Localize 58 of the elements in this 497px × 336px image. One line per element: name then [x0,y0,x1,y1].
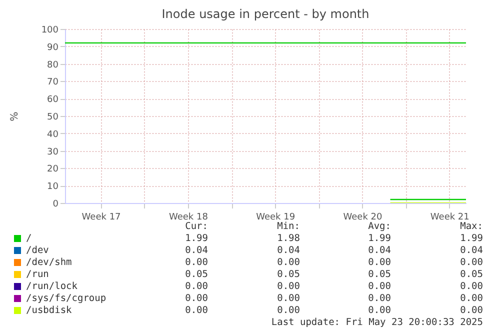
x-tick-label: Week 18 [168,212,208,222]
text: 0.00 [460,293,483,305]
y-axis-title: % [9,112,20,122]
text: 0.04 [368,245,391,257]
x-tick-label: Week 21 [430,212,470,222]
text: 0.05 [460,269,483,281]
text: 1.99 [460,233,483,245]
text: 0.00 [185,293,208,305]
text: 0.00 [368,257,391,269]
text: 0.04 [277,245,300,257]
text: 0.00 [460,281,483,293]
legend-label: /run/lock [26,281,78,293]
legend-label: /dev/shm [26,257,72,269]
text: 0.00 [185,281,208,293]
y-tick-label: 20 [47,164,59,175]
y-tick-label: 80 [47,60,59,70]
y-tick-label: 30 [47,147,59,158]
text: Max: [460,221,483,233]
y-tick-label: 10 [47,182,59,192]
y-tick-label: 60 [47,95,59,106]
text: 0.04 [460,245,483,257]
text: 1.99 [185,233,208,245]
text: 0.00 [368,293,391,305]
y-tick-label: 70 [47,78,59,88]
text: 0.05 [185,269,208,281]
text: Avg: [368,221,391,233]
legend-label: /run [26,269,49,281]
chart-title: Inode usage in percent - by month [162,7,370,21]
legend-label: /dev [26,245,49,257]
x-tick-label: Week 17 [82,212,121,222]
text: 0.00 [277,281,300,293]
text: 0.00 [368,281,391,293]
text: 0.00 [460,305,483,317]
x-tick-label: Week 19 [256,212,296,222]
legend-label: / [26,233,32,245]
text: Cur: [185,221,208,233]
text: 0.00 [185,305,208,317]
text: 1.99 [368,233,391,245]
text: Min: [277,221,300,233]
text: Last update: Fri May 23 20:00:33 2025 [271,317,483,329]
text: 0.00 [277,257,300,269]
x-tick-label: Week 20 [343,212,382,222]
text: 1.98 [277,233,300,245]
text: 0.00 [185,257,208,269]
text: 0.04 [185,245,208,257]
y-tick-label: 50 [47,112,59,122]
y-tick-label: 90 [47,42,59,53]
text: 0.00 [460,257,483,269]
text: 0.05 [277,269,300,281]
text: 0.00 [277,293,300,305]
legend-label: /usbdisk [26,305,72,317]
y-tick-label: 100 [41,26,59,36]
legend-label: /sys/fs/cgroup [26,293,106,305]
y-tick-label: 40 [47,130,59,140]
text: 0.05 [368,269,391,281]
y-tick-label: 0 [52,200,59,210]
text: 0.00 [368,305,391,317]
text: 0.00 [277,305,300,317]
